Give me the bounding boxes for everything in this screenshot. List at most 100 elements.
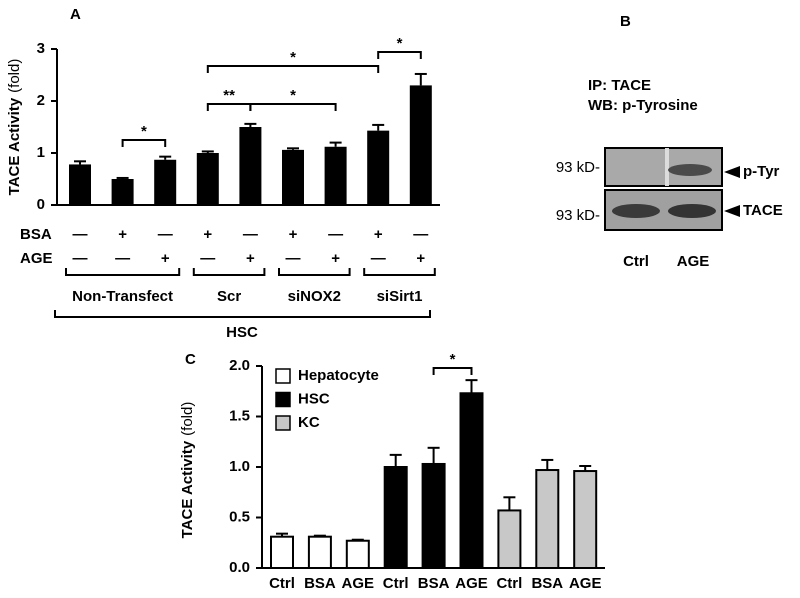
treatment-sign: + [331, 250, 340, 267]
y-tick-label: 0.5 [229, 508, 250, 525]
bar [367, 130, 390, 205]
bar [459, 392, 484, 569]
y-tick-label: 0 [37, 196, 45, 213]
significance-label: * [450, 351, 456, 368]
treatment-sign: — [413, 226, 428, 243]
legend-label: KC [298, 414, 320, 431]
treatment-sign: + [416, 250, 425, 267]
treatment-sign: — [286, 250, 301, 267]
y-tick-label: 3 [37, 40, 45, 57]
significance-label: * [397, 35, 403, 52]
x-tick-label: BSA [531, 575, 563, 592]
significance-bracket [121, 139, 167, 147]
y-tick-label: 2 [37, 92, 45, 109]
blot-band [612, 204, 660, 218]
bar [154, 159, 177, 205]
y-axis-label-units: (fold) [179, 402, 196, 436]
x-tick-label: BSA [418, 575, 450, 592]
x-tick-label: BSA [304, 575, 336, 592]
treatment-sign: + [118, 226, 127, 243]
treatment-sign: + [246, 250, 255, 267]
treatment-sign: + [374, 226, 383, 243]
significance-label: * [141, 123, 147, 140]
marker-label: 93 kD- [556, 159, 600, 176]
treatment-sign: — [200, 250, 215, 267]
y-tick-label: 1 [37, 144, 45, 161]
legend-swatch [275, 415, 291, 431]
group-label: siNOX2 [288, 288, 341, 305]
y-tick-label: 1.0 [229, 458, 250, 475]
blot-band [668, 204, 716, 218]
x-tick-label: AGE [455, 575, 488, 592]
significance-label: * [290, 87, 296, 104]
treatment-sign: — [158, 226, 173, 243]
significance-label: * [290, 49, 296, 66]
panel-label: B [620, 13, 631, 30]
treatment-sign: — [371, 250, 386, 267]
row-label: AGE [20, 250, 53, 267]
lane-label: Ctrl [623, 253, 649, 270]
treatment-sign: — [243, 226, 258, 243]
legend-label: HSC [298, 390, 330, 407]
group-label: siSirt1 [377, 288, 423, 305]
treatment-sign: — [328, 226, 343, 243]
bar [69, 164, 91, 205]
y-axis-label: TACE Activity (fold) [179, 402, 196, 539]
group-bracket [363, 268, 436, 276]
y-axis-label: TACE Activity (fold) [6, 59, 23, 196]
group-label: Scr [217, 288, 241, 305]
ip-label: IP: TACE [588, 77, 651, 94]
bar [307, 535, 332, 570]
blot-band [668, 164, 712, 176]
bar [573, 470, 598, 570]
significance-bracket [377, 51, 422, 59]
y-axis-label-units: (fold) [6, 59, 23, 93]
group-label: Non-Transfect [72, 288, 173, 305]
significance-bracket [206, 65, 380, 73]
arrowhead [724, 205, 740, 217]
significance-label: ** [223, 87, 235, 104]
legend-swatch [275, 391, 291, 408]
bar [239, 127, 262, 205]
panel-label: C [185, 351, 196, 368]
x-tick-label: Ctrl [383, 575, 409, 592]
band-label: TACE [743, 202, 783, 219]
bar [196, 153, 219, 205]
group-label: HSC [226, 324, 258, 341]
significance-bracket [249, 103, 337, 111]
y-axis-label-title: TACE Activity [179, 440, 196, 538]
bar [497, 509, 522, 569]
group-bracket [192, 268, 266, 276]
y-tick-label: 2.0 [229, 357, 250, 374]
bar [383, 466, 408, 569]
treatment-sign: + [203, 226, 212, 243]
panel-label: A [70, 6, 81, 23]
significance-bracket [206, 103, 252, 111]
bar [111, 179, 134, 205]
y-tick-label: 0.0 [229, 559, 250, 576]
wb-label: WB: p-Tyrosine [588, 97, 698, 114]
blot-images [604, 147, 740, 231]
group-bracket [278, 268, 351, 276]
row-label: BSA [20, 226, 52, 243]
bar [421, 462, 446, 569]
band-label: p-Tyr [743, 163, 780, 180]
bar [282, 149, 304, 205]
treatment-sign: — [73, 226, 88, 243]
group-bracket [65, 268, 181, 276]
arrowhead [724, 166, 740, 178]
treatment-sign: + [289, 226, 298, 243]
legend-label: Hepatocyte [298, 367, 379, 384]
legend-swatch [275, 368, 291, 384]
treatment-sign: — [115, 250, 130, 267]
significance-bracket [432, 367, 473, 375]
bar [535, 469, 560, 569]
x-tick-label: AGE [569, 575, 602, 592]
y-tick-label: 1.5 [229, 407, 250, 424]
bar [324, 146, 347, 205]
treatment-sign: — [73, 250, 88, 267]
y-axis-label-title: TACE Activity [6, 97, 23, 195]
treatment-sign: + [161, 250, 170, 267]
x-tick-label: Ctrl [496, 575, 522, 592]
